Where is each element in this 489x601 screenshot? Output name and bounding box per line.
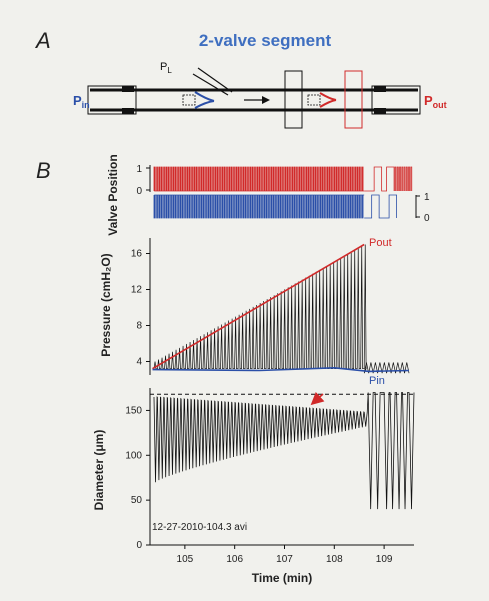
outflow-valve-line xyxy=(153,166,365,192)
pressure-tick-label: 8 xyxy=(136,321,142,332)
outflow-valve-trace xyxy=(153,166,413,192)
pressure-oscillation-line xyxy=(153,244,410,374)
outflow-valve-pulse xyxy=(408,166,410,191)
outflow-valve-pulse xyxy=(396,166,399,191)
valve-left-tick-1: 1 xyxy=(136,164,142,175)
pressure-tick-label: 16 xyxy=(131,249,143,260)
outflow-valve-pulse xyxy=(394,166,397,191)
pressure-series-pin xyxy=(152,366,410,373)
time-x-ticks: 105 106 107 108 109 xyxy=(177,545,393,565)
outflow-valve-pulse xyxy=(401,166,404,191)
pressure-series-pout xyxy=(152,243,365,370)
diameter-tick-label: 0 xyxy=(136,540,142,551)
diameter-tick-label: 150 xyxy=(125,405,142,416)
pressure-oscillation-trace xyxy=(153,244,410,374)
valve-right-tick-1: 1 xyxy=(424,192,430,203)
inflow-valve-late xyxy=(364,194,397,219)
diameter-ylabel: Diameter (μm) xyxy=(92,430,106,511)
diameter-tick-label: 50 xyxy=(131,495,143,506)
panel-b-letter: B xyxy=(36,158,51,183)
pressure-y-ticks: 4 8 12 16 xyxy=(131,249,150,368)
outflow-valve-pulse xyxy=(399,166,401,191)
time-xlabel: Time (min) xyxy=(252,571,312,585)
pressure-ylabel: Pressure (cmH₂O) xyxy=(99,253,113,356)
panel-a-letter: A xyxy=(34,28,51,53)
outflow-valve-pulse xyxy=(403,166,406,191)
pressure-tick-label: 12 xyxy=(131,285,143,296)
valve-left-tick-0: 0 xyxy=(136,186,142,197)
red-arrow-marker xyxy=(310,391,325,406)
vessel-schematic xyxy=(87,67,421,129)
pressure-series xyxy=(152,243,410,373)
diameter-tick-label: 100 xyxy=(125,450,142,461)
outflow-valve-pulse xyxy=(405,166,408,191)
diameter-trace xyxy=(153,392,415,510)
time-tick-label: 106 xyxy=(226,554,243,565)
file-label: 12-27-2010-104.3 avi xyxy=(152,522,247,533)
pl-label: PL xyxy=(160,61,172,75)
valve-right-tick-0: 0 xyxy=(424,213,430,224)
diameter-trace-line xyxy=(153,392,415,510)
time-tick-label: 109 xyxy=(376,554,393,565)
valve-ylabel: Valve Position xyxy=(106,154,120,235)
outflow-valve-late xyxy=(364,166,395,192)
time-tick-label: 107 xyxy=(276,554,293,565)
diameter-y-ticks: 0 50 100 150 xyxy=(125,405,150,551)
valve-position-panel: Valve Position 1 0 1 0 xyxy=(106,154,430,235)
pin-series-label: Pin xyxy=(369,375,385,387)
pout-label: Pout xyxy=(424,93,447,110)
time-tick-label: 105 xyxy=(177,554,194,565)
panel-a-title: 2-valve segment xyxy=(199,31,332,50)
time-tick-label: 108 xyxy=(326,554,343,565)
outflow-valve-pulse xyxy=(410,166,413,191)
pin-label: Pin xyxy=(73,93,90,110)
inflow-valve-line xyxy=(153,194,365,219)
pressure-panel: Pressure (cmH₂O) 4 8 12 16 Pout Pin xyxy=(99,237,410,387)
pout-series-label: Pout xyxy=(369,237,392,249)
pressure-tick-label: 4 xyxy=(136,357,142,368)
inflow-valve-trace xyxy=(153,194,397,219)
